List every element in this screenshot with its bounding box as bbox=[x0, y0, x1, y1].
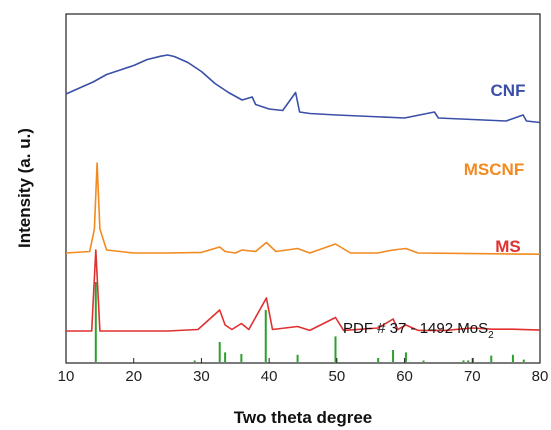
x-axis-title: Two theta degree bbox=[234, 408, 373, 427]
series-lines bbox=[65, 54, 541, 332]
series-label-ms: MS bbox=[495, 237, 521, 256]
series-label-cnf: CNF bbox=[491, 81, 526, 100]
x-tick-label-2: 30 bbox=[193, 368, 210, 385]
series-line-cnf bbox=[65, 54, 541, 124]
x-tick-label-6: 70 bbox=[464, 368, 481, 385]
plot-frame bbox=[65, 13, 541, 364]
x-tick-label-1: 20 bbox=[125, 368, 142, 385]
y-axis-title: Intensity (a. u.) bbox=[15, 128, 34, 248]
x-tick-label-3: 40 bbox=[261, 368, 278, 385]
x-tick-label-0: 10 bbox=[58, 368, 75, 385]
series-line-mscnf bbox=[65, 162, 541, 255]
series-label-mscnf: MSCNF bbox=[464, 160, 524, 179]
x-tick-label-5: 60 bbox=[396, 368, 413, 385]
x-tick-label-7: 80 bbox=[532, 368, 549, 385]
x-axis-ticks: 10 20 30 40 50 60 70 80 bbox=[58, 358, 549, 385]
reference-sticks bbox=[94, 282, 525, 362]
reference-label-main: PDF # 37 - 1492 MoS bbox=[343, 320, 488, 337]
reference-label: PDF # 37 - 1492 MoS2 bbox=[343, 320, 494, 341]
x-tick-label-4: 50 bbox=[329, 368, 346, 385]
reference-label-subscript: 2 bbox=[488, 330, 494, 341]
series-line-ms bbox=[66, 249, 541, 332]
